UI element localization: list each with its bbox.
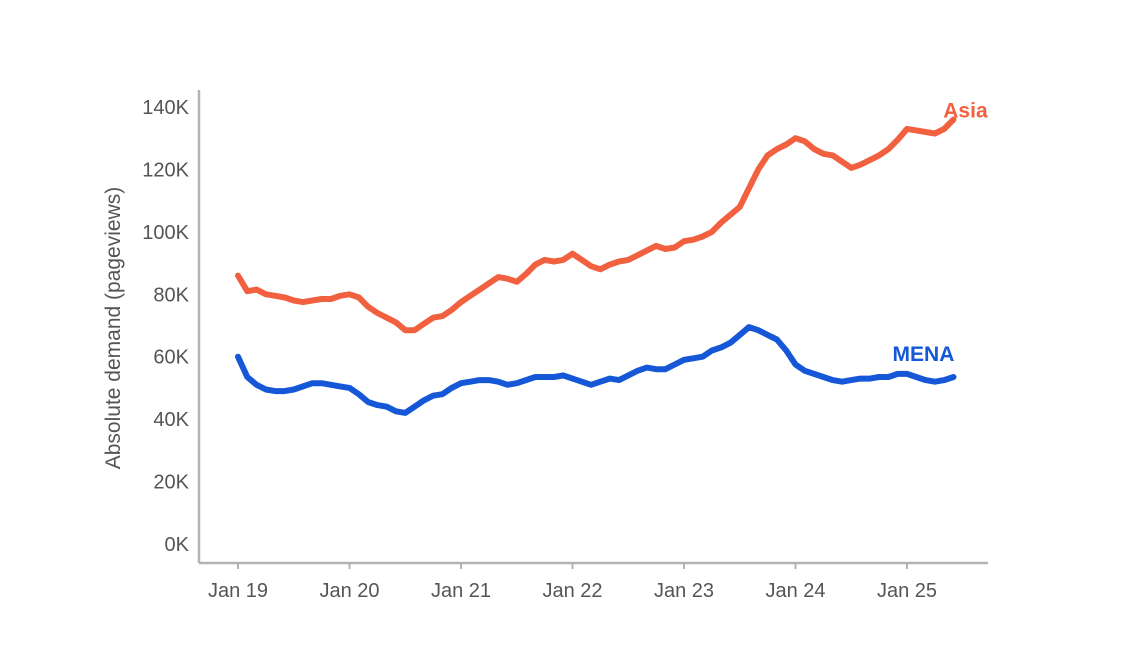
x-tick-label: Jan 24 (765, 580, 825, 602)
series-line-asia (235, 116, 957, 334)
x-axis-ticks: Jan 19 Jan 20 Jan 21 Jan 22 Jan 23 Jan 24 Jan … (208, 563, 937, 602)
y-tick-label: 100K (142, 222, 189, 244)
x-tick-label: Jan 23 (654, 580, 714, 602)
series-label-mena: MENA (893, 343, 955, 366)
x-tick-label: Jan 22 (542, 580, 602, 602)
series-labels: Asia MENA (893, 99, 988, 366)
series-lines (235, 116, 957, 416)
series-label-asia: Asia (943, 99, 988, 122)
axes (197, 90, 988, 565)
x-tick-label: Jan 19 (208, 580, 268, 602)
y-tick-label: 60K (153, 347, 189, 369)
y-tick-label: 20K (153, 472, 189, 494)
y-tick-label: 120K (142, 159, 189, 181)
x-tick-label: Jan 25 (877, 580, 937, 602)
y-axis-title: Absolute demand (pageviews) (102, 187, 125, 470)
x-tick-label: Jan 21 (431, 580, 491, 602)
y-tick-label: 0K (165, 534, 190, 556)
x-tick-label: Jan 20 (319, 580, 379, 602)
y-tick-label: 140K (142, 97, 189, 119)
y-axis-ticks: 0K 20K 40K 60K 80K 100K 120K 140K (142, 97, 189, 556)
y-tick-label: 40K (153, 409, 189, 431)
series-line-mena (235, 324, 957, 416)
y-tick-label: 80K (153, 284, 189, 306)
